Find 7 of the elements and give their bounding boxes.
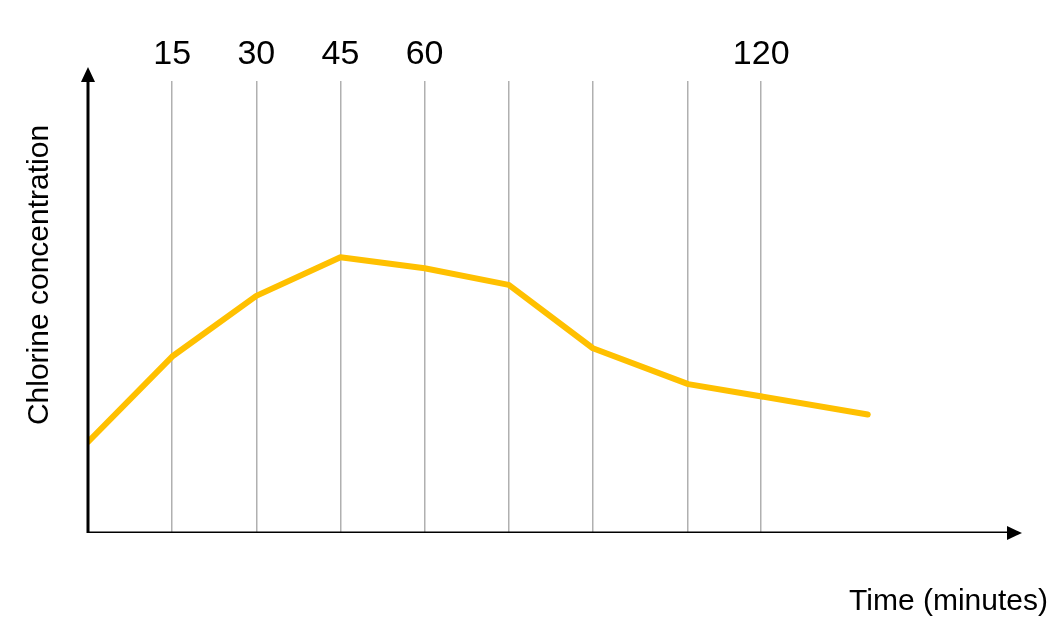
x-axis-title: Time (minutes) (849, 583, 1048, 617)
x-tick-label: 60 (405, 32, 444, 71)
y-axis-title: Chlorine concentration (21, 123, 55, 428)
x-tick-label: 15 (153, 32, 192, 71)
x-tick-label: 120 (732, 32, 790, 71)
x-tick-label: 30 (237, 32, 276, 71)
x-tick-label: 45 (321, 32, 360, 71)
